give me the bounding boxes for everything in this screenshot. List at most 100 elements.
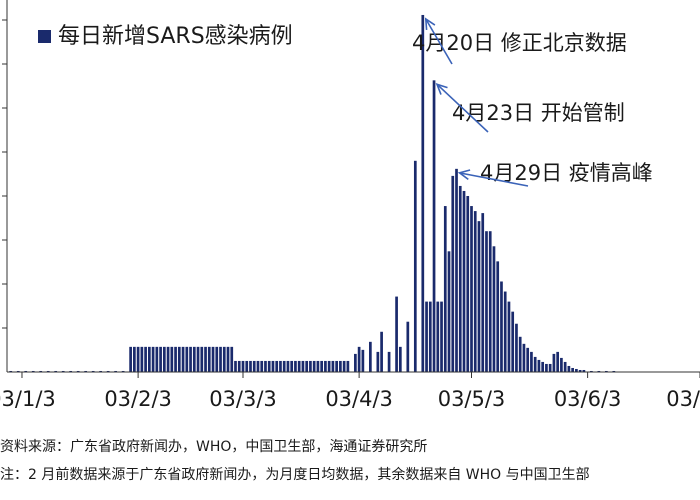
bar-2003-04-20: [421, 14, 425, 372]
bar-2003-05-31: [575, 368, 578, 372]
bar-2003-02-15: [181, 346, 185, 372]
bar-2003-02-06: [148, 346, 151, 372]
bar-2003-01-02: [16, 370, 20, 372]
bar-2003-01-14: [61, 370, 65, 372]
bar-2003-04-24: [436, 301, 440, 372]
bar-2003-05-10: [496, 261, 500, 372]
bar-2003-02-26: [222, 346, 226, 372]
bar-2003-05-23: [545, 363, 548, 372]
bar-2003-05-12: [503, 291, 507, 372]
bar-2003-03-31: [346, 360, 350, 372]
bar-2003-02-08: [155, 346, 159, 372]
bar-2003-02-28: [230, 346, 234, 372]
bar-2003-03-04: [245, 360, 249, 372]
bar-2003-05-17: [522, 343, 526, 372]
bar-2003-02-24: [215, 346, 219, 372]
annotation-arrow-1: [425, 18, 453, 65]
bar-2003-03-24: [320, 360, 324, 372]
bar-2002-12-31: [9, 370, 13, 372]
bar-2003-02-27: [226, 346, 230, 372]
bar-2003-04-06: [369, 341, 372, 372]
legend-label: 每日新增SARS感染病例: [58, 24, 293, 49]
bar-2003-03-23: [316, 360, 320, 372]
legend: 每日新增SARS感染病例: [38, 24, 293, 49]
bar-2003-03-15: [286, 360, 290, 372]
bar-2003-05-16: [518, 336, 522, 372]
bar-2003-02-12: [170, 346, 174, 372]
annotation-label-1: 4月20日 修正北京数据: [412, 31, 627, 55]
bar-2003-04-08: [376, 351, 380, 372]
bar-2003-02-16: [185, 346, 189, 372]
bar-2003-03-20: [305, 360, 309, 372]
annotations-group: 4月20日 修正北京数据 4月23日 开始管制 4月29日 疫情高峰: [412, 17, 653, 187]
bar-2003-03-09: [264, 360, 267, 372]
bar-2003-05-05: [477, 221, 481, 372]
bar-2003-02-03: [136, 346, 140, 372]
bar-2003-03-30: [342, 360, 346, 372]
bar-2003-02-02: [133, 346, 136, 372]
x-tick-group: 03/1/3 03/2/3 03/3/3 03/4/3 03/5/3 03/6/3 03/7…: [0, 372, 700, 411]
bar-2003-03-25: [324, 360, 327, 372]
bar-2003-03-08: [260, 360, 264, 372]
bar-2003-06-01: [578, 369, 582, 372]
annotation-label-2: 4月23日 开始管制: [452, 101, 625, 125]
bar-2003-03-02: [237, 360, 241, 372]
bar-2003-06-10: [612, 370, 616, 372]
bar-2003-05-21: [537, 359, 541, 372]
bar-2003-05-01: [462, 190, 466, 372]
bar-2003-02-09: [159, 346, 162, 372]
x-tick-label: 03/4/3: [325, 387, 393, 411]
bar-2003-04-14: [398, 346, 402, 372]
bar-2003-05-04: [473, 211, 477, 372]
bar-2003-03-22: [312, 360, 316, 372]
bar-2003-04-16: [406, 321, 410, 372]
bar-2003-05-07: [485, 231, 488, 372]
x-tick-label: 03/5/3: [438, 387, 506, 411]
bar-2003-05-24: [548, 363, 552, 372]
bar-2003-03-17: [294, 360, 297, 372]
annotation-arrow-2: [436, 83, 489, 133]
bar-2003-04-29: [455, 168, 458, 372]
bar-2003-02-05: [144, 346, 147, 372]
bar-2003-04-22: [428, 301, 432, 372]
bar-2003-03-26: [327, 360, 331, 372]
bar-2003-05-03: [470, 206, 473, 372]
bar-2003-05-29: [567, 365, 571, 372]
bar-2003-02-17: [189, 346, 192, 372]
bar-2003-02-07: [151, 346, 155, 372]
bar-2003-01-30: [121, 370, 125, 372]
bar-2003-03-19: [301, 360, 305, 372]
bar-2003-04-21: [425, 301, 428, 372]
bar-2003-04-30: [458, 185, 462, 372]
bar-2003-05-15: [515, 323, 518, 372]
bar-2003-03-21: [309, 360, 312, 372]
bar-2003-03-13: [279, 360, 282, 372]
bar-2003-01-10: [46, 370, 50, 372]
bar-2003-06-06: [597, 370, 601, 372]
bar-2003-04-18: [413, 160, 417, 372]
bar-2003-02-10: [162, 346, 166, 372]
annotation-label-3: 4月29日 疫情高峰: [480, 161, 653, 185]
bar-2003-02-11: [166, 346, 170, 372]
bar-2003-05-18: [526, 347, 530, 372]
bar-2003-01-22: [91, 370, 95, 372]
bar-2003-04-03: [357, 346, 361, 372]
bar-2003-06-08: [605, 370, 608, 372]
bar-2003-01-20: [84, 370, 88, 372]
bar-2003-05-27: [560, 357, 563, 372]
axes-group: [2, 0, 700, 373]
bars-group: [9, 14, 616, 372]
bar-2003-01-04: [24, 370, 28, 372]
bar-2003-03-27: [331, 360, 335, 372]
bar-2003-04-27: [447, 251, 451, 372]
legend-swatch: [38, 30, 51, 43]
x-tick-label: 03/3/3: [209, 387, 277, 411]
bar-2003-03-28: [335, 360, 338, 372]
bar-2003-05-25: [552, 353, 556, 372]
bar-2003-05-09: [492, 246, 496, 372]
bar-2003-03-12: [275, 360, 279, 372]
bar-2003-03-16: [290, 360, 294, 372]
x-tick-label: 03/7/3: [666, 387, 700, 411]
bar-2003-06-04: [590, 370, 593, 372]
annotation-arrowhead-1: [424, 17, 436, 30]
